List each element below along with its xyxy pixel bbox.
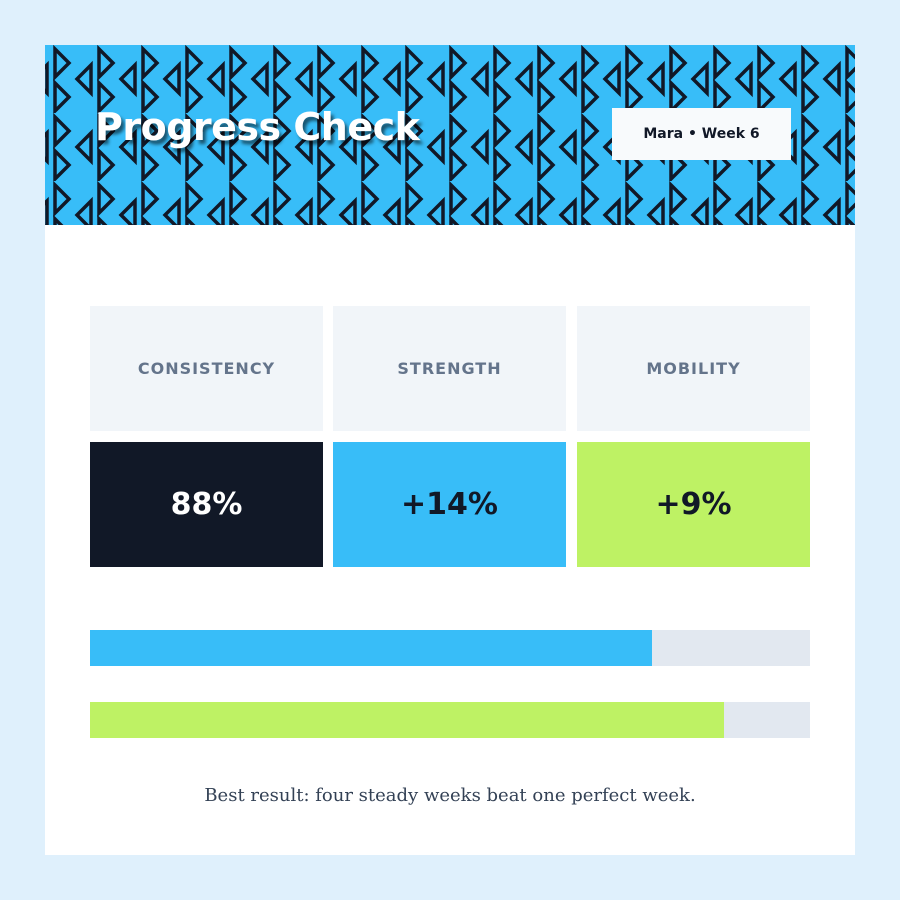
header: Progress Check Mara • Week 6: [45, 45, 855, 225]
stat-value: 88%: [90, 442, 323, 567]
progress-track: [90, 702, 810, 738]
title: Progress Check: [95, 105, 420, 149]
progress-track: [90, 630, 810, 666]
stat-value: +9%: [577, 442, 810, 567]
stat-label: CONSISTENCY: [90, 306, 323, 431]
stat-label: MOBILITY: [577, 306, 810, 431]
badge: Mara • Week 6: [612, 108, 791, 160]
progress-fill: [90, 630, 652, 666]
footer: Best result: four steady weeks beat one …: [204, 785, 696, 806]
progress-fill: [90, 702, 724, 738]
stat-value: +14%: [333, 442, 566, 567]
card: Progress Check Mara • Week 6 CONSISTENCY…: [45, 45, 855, 855]
stat-label: STRENGTH: [333, 306, 566, 431]
